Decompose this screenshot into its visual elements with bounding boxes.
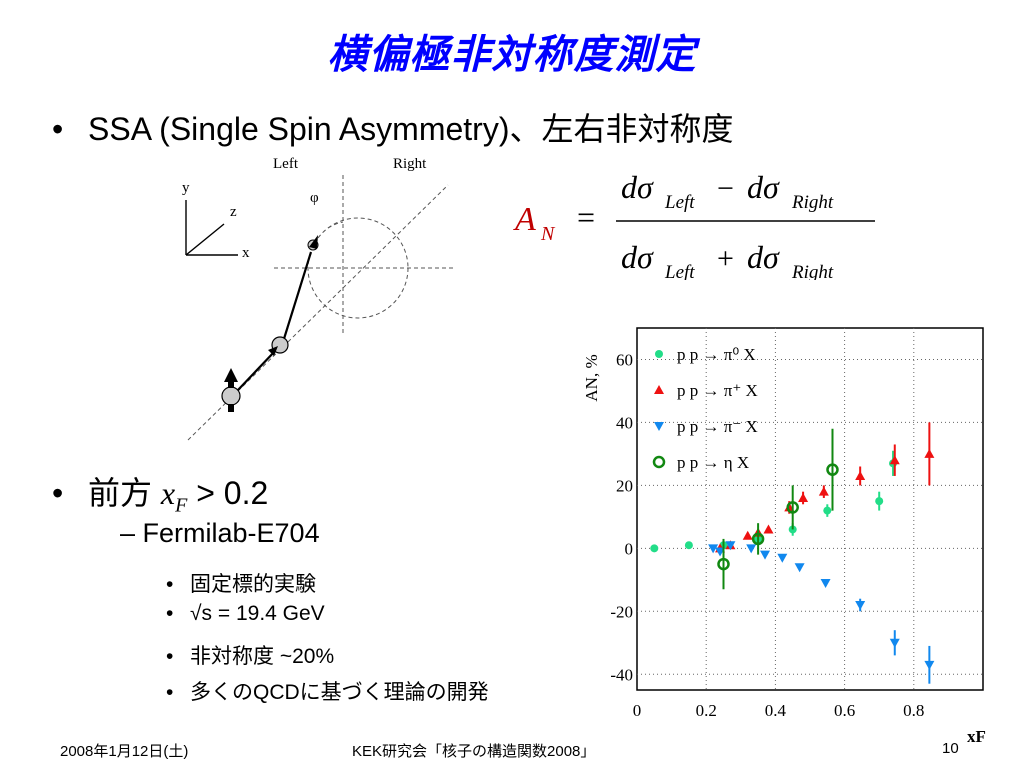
label-phi: φ xyxy=(310,190,319,206)
bullet-forward: • 前方 xF > 0.2 xyxy=(52,468,268,517)
footer-event: KEK研究会「核子の構造関数2008」 xyxy=(352,743,596,760)
data-point xyxy=(826,463,839,476)
data-point xyxy=(823,506,832,515)
coordinate-axes xyxy=(185,200,238,256)
data-point xyxy=(760,550,771,560)
spin-arrow-up xyxy=(224,368,238,382)
bullet-dot: • xyxy=(52,475,64,511)
slide-title: 横偏極非対称度測定 xyxy=(327,32,697,78)
y-tick-label: 20 xyxy=(616,476,633,495)
data-point xyxy=(684,541,693,550)
formula-num-left-sub: Left xyxy=(664,192,695,213)
data-point xyxy=(798,492,809,502)
legend-marker xyxy=(654,385,664,394)
legend-label: p p → π⁰ X xyxy=(677,345,756,364)
data-point xyxy=(924,448,935,458)
x-tick-label: 0 xyxy=(633,701,642,720)
x-axis-label: xF xyxy=(967,727,986,746)
bullet-forward-var: x xyxy=(160,475,176,511)
y-tick-label: 40 xyxy=(616,413,633,432)
reference-lines xyxy=(187,175,453,441)
x-tick-label: 0.4 xyxy=(765,701,787,720)
formula-num-left: dσ xyxy=(621,169,654,205)
data-point xyxy=(855,470,866,480)
data-point xyxy=(751,532,765,546)
formula-den-right-sub: Right xyxy=(791,262,834,280)
data-point xyxy=(818,486,829,496)
data-point xyxy=(717,557,730,571)
data-point xyxy=(708,544,719,554)
label-right: Right xyxy=(393,156,427,172)
bullet-forward-subscript: F xyxy=(175,494,188,517)
legend-label: p p → π⁺ X xyxy=(677,381,758,400)
scattering-diagram: Left Right φ y z x xyxy=(182,156,453,441)
axis-z-label: z xyxy=(230,204,237,220)
formula-minus: − xyxy=(717,172,734,205)
data-point xyxy=(777,553,788,563)
bullet-ssa: • SSA (Single Spin Asymmetry)、左右非対称度 xyxy=(52,104,734,150)
data-point xyxy=(875,497,884,506)
spin-arrow-tail xyxy=(228,404,234,412)
data-point xyxy=(650,544,659,553)
data-point xyxy=(855,601,866,611)
formula-den-left-sub: Left xyxy=(664,262,695,280)
y-axis-label: AN, % xyxy=(582,354,601,401)
formula-equals: = xyxy=(577,199,595,235)
plot-frame xyxy=(636,327,984,691)
legend-marker xyxy=(654,422,664,431)
asymmetry-formula: A N = dσ Left − dσ Right dσ Left + dσ Ri… xyxy=(513,169,875,280)
sub-sub-item: • √s = 19.4 GeV xyxy=(166,602,325,625)
formula-plus: + xyxy=(717,242,734,275)
x-tick-label: 0.8 xyxy=(903,701,924,720)
formula-den-left: dσ xyxy=(621,239,654,275)
beam-particle xyxy=(221,386,241,406)
particle-track xyxy=(237,251,313,391)
y-tick-label: -20 xyxy=(610,602,633,621)
particles xyxy=(221,235,319,412)
data-point xyxy=(763,524,774,534)
data-point xyxy=(924,660,935,670)
footer-page-number: 10 xyxy=(942,740,959,757)
data-point xyxy=(889,455,900,465)
sub-item-fermilab: – Fermilab-E704 xyxy=(120,518,320,548)
formula-den-right: dσ xyxy=(747,239,780,275)
sub-sub-item: • 固定標的実験 xyxy=(166,573,316,596)
asymmetry-chart: 0 0.2 0.4 0.6 0.8 -40 -20 0 20 40 60 AN, % xF p p → π… xyxy=(582,327,986,746)
legend-marker xyxy=(652,455,666,469)
bullet-ssa-text: SSA (Single Spin Asymmetry)、左右非対称度 xyxy=(88,111,734,147)
data-point xyxy=(786,501,799,514)
footer-date: 2008年1月12日(土) xyxy=(60,743,189,760)
formula-lhs-sub: N xyxy=(540,223,556,245)
formula-num-right-sub: Right xyxy=(791,192,834,213)
legend-label: p p → π⁻ X xyxy=(677,417,758,436)
x-tick-label: 0.2 xyxy=(696,701,717,720)
track-arrowhead xyxy=(309,235,318,249)
data-point xyxy=(746,544,757,554)
sub-sub-item: • 非対称度 ~20% xyxy=(166,645,335,668)
y-tick-label: 0 xyxy=(625,539,634,558)
data-point xyxy=(725,541,736,551)
formula-num-right: dσ xyxy=(747,169,780,205)
bullet-forward-suffix: > 0.2 xyxy=(187,475,269,511)
data-point xyxy=(794,563,805,573)
label-left: Left xyxy=(273,156,299,172)
bullet-forward-prefix: 前方 xyxy=(88,475,161,511)
data-point xyxy=(889,638,900,648)
sub-sub-item: • 多くのQCDに基づく理論の開発 xyxy=(166,681,489,704)
axis-x-label: x xyxy=(242,245,250,261)
data-point xyxy=(742,530,753,540)
y-tick-label: -40 xyxy=(610,665,633,684)
legend-marker xyxy=(655,350,663,358)
formula-lhs: A xyxy=(513,201,536,238)
legend-label: p p → η X xyxy=(677,453,749,472)
x-tick-label: 0.6 xyxy=(834,701,855,720)
bullet-dot: • xyxy=(52,111,64,147)
y-tick-label: 60 xyxy=(616,350,633,369)
data-point xyxy=(820,578,831,588)
axis-y-label: y xyxy=(182,180,190,196)
